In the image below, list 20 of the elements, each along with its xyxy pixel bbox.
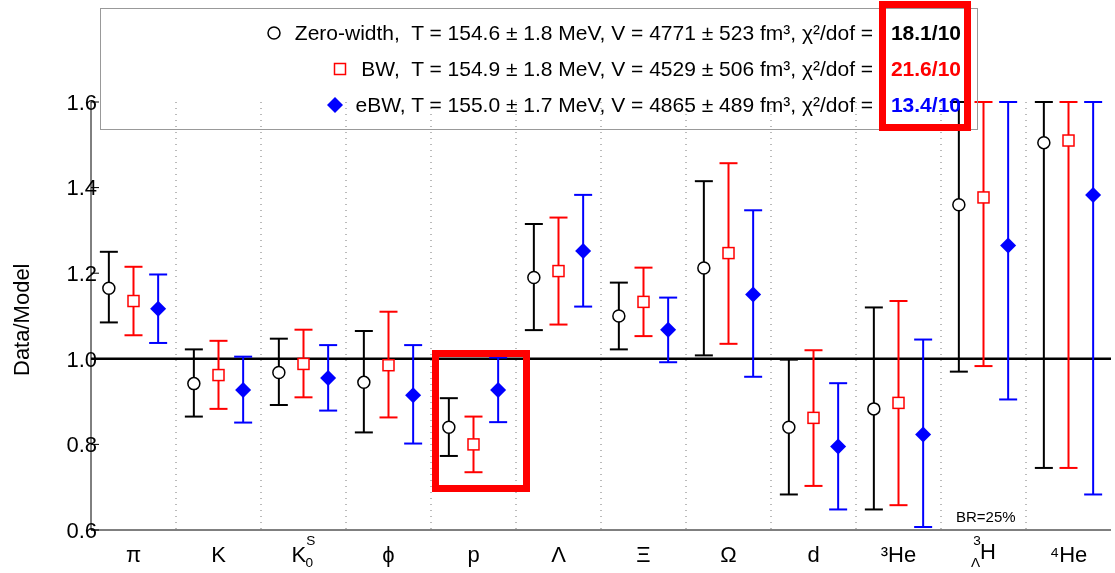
y-tick-label: 1.0: [66, 346, 97, 372]
y-tick-label: 0.8: [66, 432, 97, 458]
y-tick-label: 0.6: [66, 517, 97, 543]
x-tick-label: ³He: [880, 542, 917, 567]
x-tick-label: π: [125, 542, 142, 567]
y-tick-label: 1.2: [66, 261, 97, 287]
x-tick-label: K: [211, 542, 227, 567]
legend-label: BW, T = 154.9 ± 1.8 MeV, V = 4529 ± 506 fm³, χ²/dof = 21.6/10: [361, 56, 961, 82]
x-tick-label: Ω: [720, 542, 737, 567]
x-tick-label: ϕ: [382, 542, 395, 567]
x-tick-label: Ξ: [636, 542, 651, 567]
annotation: BR=25%: [956, 508, 1016, 525]
legend-label: Zero-width, T = 154.6 ± 1.8 MeV, V = 4771 ± 523 fm³, χ²/dof = 18.1/10: [294, 20, 961, 46]
x-tick-label: p: [467, 542, 480, 567]
x-tick-label: ⁴He: [1049, 542, 1088, 567]
y-tick-label: 1.4: [66, 175, 97, 201]
y-axis-title: Data/Model: [8, 263, 34, 376]
x-tick-label: d: [807, 542, 820, 567]
x-tick-label: Λ: [551, 542, 567, 567]
y-tick-label: 1.6: [66, 89, 97, 115]
